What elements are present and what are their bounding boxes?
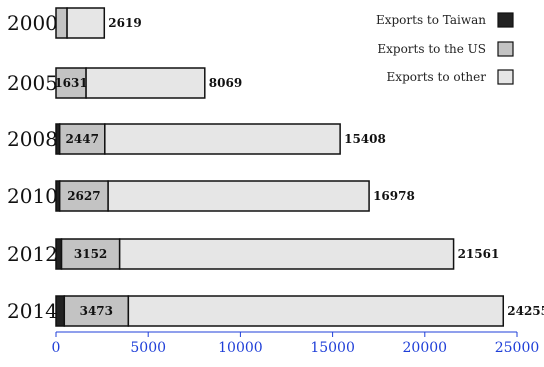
bar-segment-exports-to-taiwan-2014 <box>55 295 66 327</box>
legend-label-exports-to-the-us: Exports to the US <box>377 42 486 56</box>
bar-segment-exports-to-other-2012 <box>118 238 455 270</box>
bar-segment-exports-to-other-2000 <box>66 7 106 39</box>
total-label-2012: 21561 <box>458 247 500 261</box>
us-value-label-2014: 3473 <box>80 304 113 318</box>
year-label-2008: 2008 <box>7 127 58 151</box>
us-value-label-2005: 1631 <box>54 76 87 90</box>
us-value-label-2010: 2627 <box>67 189 100 203</box>
x-axis: 0 5000 10000 15000 20000 25000 <box>52 331 540 356</box>
x-tick-label-25000: 25000 <box>495 340 540 356</box>
legend-label-exports-to-taiwan: Exports to Taiwan <box>376 13 486 27</box>
bar-segment-exports-to-other-2010 <box>107 180 370 212</box>
x-tick-label-5000: 5000 <box>130 340 166 356</box>
bar-segment-exports-to-other-2014 <box>127 295 505 327</box>
total-label-2000: 2619 <box>108 16 141 30</box>
bar-segment-exports-to-taiwan-2012 <box>55 238 63 270</box>
x-tick-label-10000: 10000 <box>218 340 263 356</box>
legend-swatch-exports-to-taiwan <box>497 12 514 28</box>
x-tick-label-15000: 15000 <box>310 340 355 356</box>
legend-swatch-exports-to-other <box>497 69 514 85</box>
bar-segment-exports-to-the-us-2000 <box>55 7 68 39</box>
year-label-2005: 2005 <box>7 71 58 95</box>
x-tick-label-0: 0 <box>52 340 61 356</box>
us-value-label-2008: 2447 <box>66 132 99 146</box>
us-value-label-2012: 3152 <box>74 247 107 261</box>
bar-segment-exports-to-other-2005 <box>85 67 206 99</box>
total-label-2010: 16978 <box>373 189 415 203</box>
bar-segment-exports-to-the-us-2014 <box>63 295 130 327</box>
bar-segment-exports-to-the-us-2008 <box>58 123 106 155</box>
total-label-2014: 24255 <box>507 304 544 318</box>
legend-label-exports-to-other: Exports to other <box>387 70 487 84</box>
bar-segment-exports-to-the-us-2012 <box>60 238 121 270</box>
year-label-2014: 2014 <box>7 299 58 323</box>
year-label-2010: 2010 <box>7 184 58 208</box>
legend: Exports to Taiwan Exports to the US Export… <box>376 12 514 85</box>
bar-segment-exports-to-the-us-2005 <box>55 67 87 99</box>
year-label-2012: 2012 <box>7 242 58 266</box>
total-label-2005: 8069 <box>209 76 242 90</box>
total-label-2008: 15408 <box>344 132 386 146</box>
bar-segment-exports-to-other-2008 <box>104 123 341 155</box>
year-label-2000: 2000 <box>7 11 58 35</box>
x-tick-label-20000: 20000 <box>403 340 448 356</box>
legend-swatch-exports-to-the-us <box>497 41 514 57</box>
